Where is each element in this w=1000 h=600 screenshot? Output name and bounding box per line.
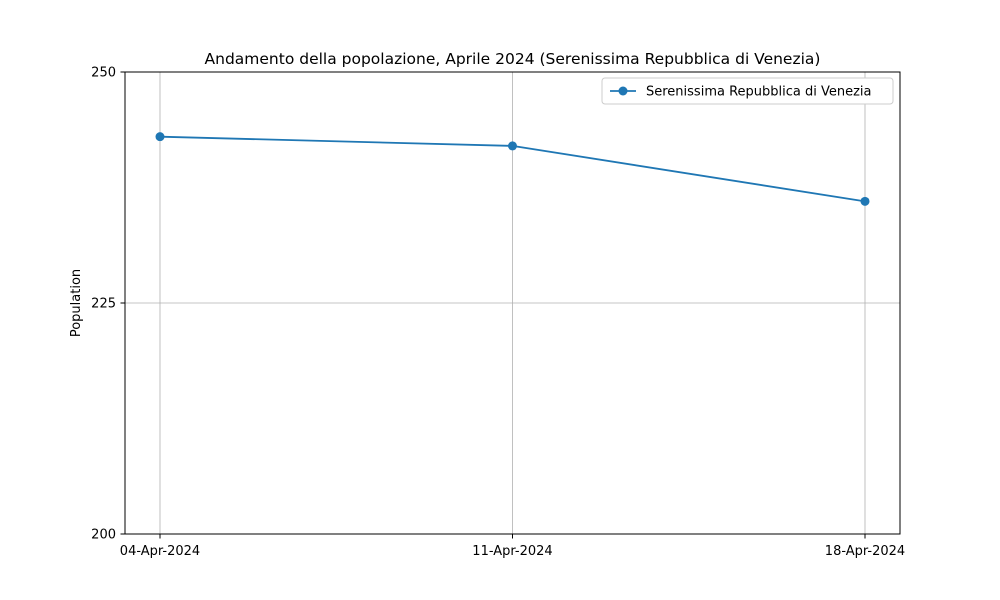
legend: Serenissima Repubblica di Venezia — [601, 77, 894, 105]
legend-marker-swatch — [618, 86, 628, 96]
data-point — [155, 132, 165, 142]
y-axis-label: Population — [69, 269, 84, 337]
y-tick-label: 225 — [91, 297, 116, 312]
legend-label: Serenissima Repubblica di Venezia — [646, 85, 872, 100]
series-layer — [155, 132, 870, 206]
data-point — [860, 196, 870, 206]
y-tick-label: 250 — [91, 66, 116, 81]
grid-layer — [125, 71, 900, 535]
chart-title: Andamento della popolazione, Aprile 2024… — [205, 50, 821, 68]
x-tick-label: 18-Apr-2024 — [825, 544, 905, 559]
axes-layer: 04-Apr-2024 11-Apr-2024 18-Apr-2024 200 225 2… — [91, 66, 905, 560]
x-tick-label: 11-Apr-2024 — [472, 544, 552, 559]
data-point — [508, 141, 517, 151]
legend-frame — [601, 77, 894, 105]
x-tick-label: 04-Apr-2024 — [120, 544, 200, 559]
y-tick-label: 200 — [91, 528, 116, 543]
text-layer: Andamento della popolazione, Aprile 2024… — [69, 50, 820, 337]
